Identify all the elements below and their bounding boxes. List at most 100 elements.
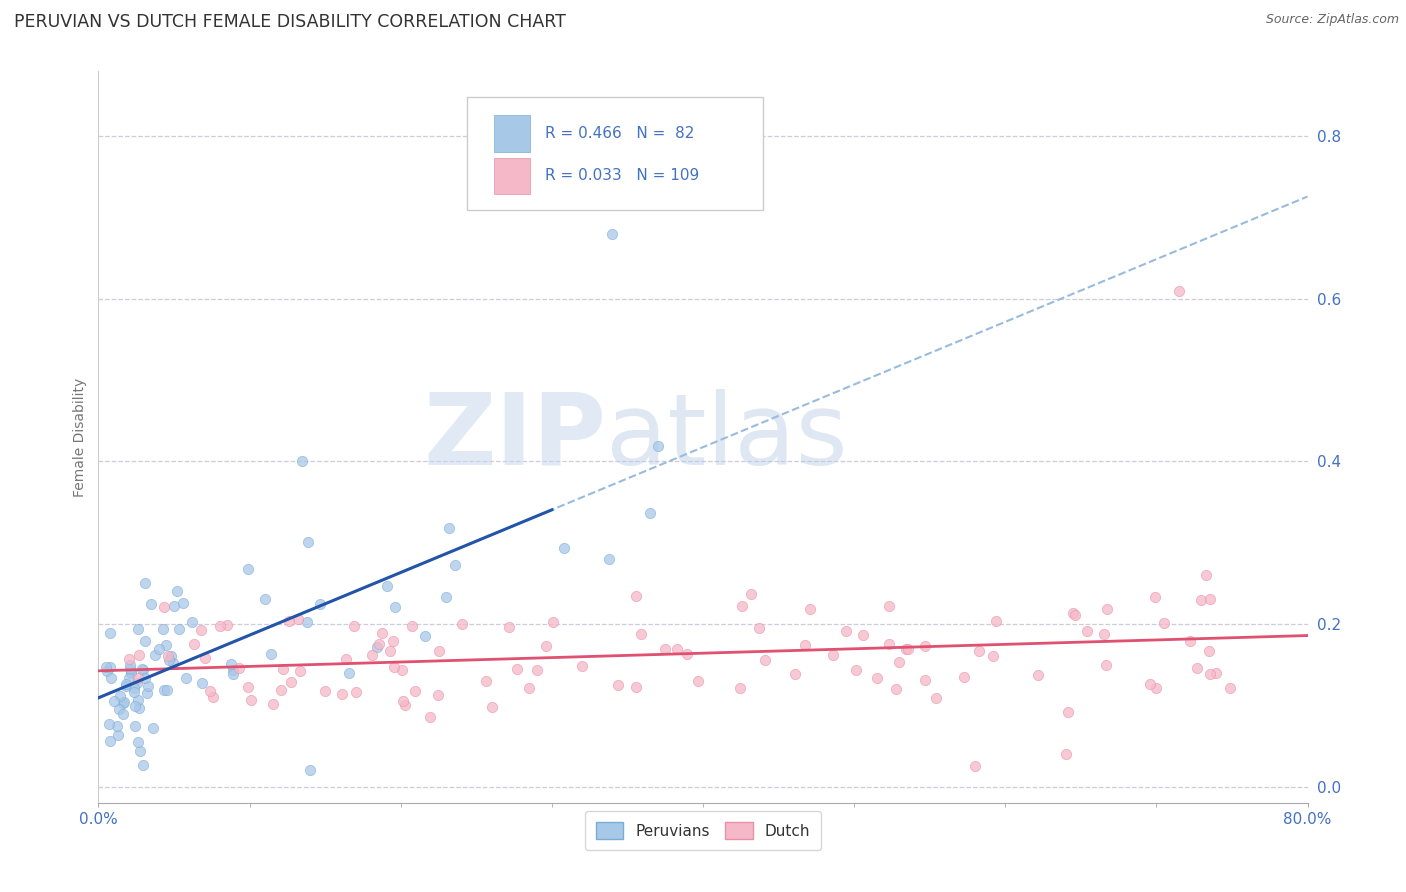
- Point: [253, 592, 276, 607]
- Point: [866, 671, 889, 685]
- Point: [128, 648, 150, 662]
- Point: [118, 671, 141, 685]
- Point: [1062, 606, 1084, 620]
- Point: [1199, 667, 1222, 681]
- Point: [541, 615, 564, 629]
- Text: ZIP: ZIP: [423, 389, 606, 485]
- Point: [124, 698, 146, 713]
- Point: [361, 648, 384, 662]
- Point: [125, 676, 148, 690]
- Point: [120, 662, 142, 676]
- Y-axis label: Female Disability: Female Disability: [73, 377, 87, 497]
- Legend: Peruvians, Dutch: Peruvians, Dutch: [585, 811, 821, 850]
- Point: [624, 680, 647, 694]
- Point: [124, 685, 146, 699]
- Point: [198, 684, 221, 698]
- Point: [270, 683, 292, 698]
- Point: [419, 710, 441, 724]
- Point: [120, 665, 142, 679]
- Point: [675, 648, 697, 662]
- Point: [1205, 665, 1227, 680]
- Point: [1189, 592, 1212, 607]
- Point: [382, 634, 405, 648]
- Point: [118, 652, 141, 666]
- Point: [534, 639, 557, 653]
- Point: [174, 671, 197, 685]
- Text: R = 0.466   N =  82: R = 0.466 N = 82: [544, 126, 695, 141]
- Point: [239, 693, 262, 707]
- Point: [731, 599, 754, 614]
- Point: [111, 696, 134, 710]
- Point: [108, 689, 131, 703]
- Point: [129, 744, 152, 758]
- Point: [748, 621, 770, 635]
- Point: [191, 676, 214, 690]
- Point: [181, 615, 204, 630]
- Point: [1139, 677, 1161, 691]
- Point: [1153, 616, 1175, 631]
- Point: [337, 665, 360, 680]
- Point: [105, 719, 128, 733]
- Point: [368, 637, 391, 651]
- Point: [375, 579, 398, 593]
- Point: [394, 698, 416, 713]
- Point: [889, 655, 911, 669]
- Point: [103, 694, 125, 708]
- Point: [1094, 626, 1116, 640]
- Point: [127, 622, 149, 636]
- Point: [98, 734, 121, 748]
- Point: [172, 596, 194, 610]
- Point: [190, 623, 212, 637]
- FancyBboxPatch shape: [467, 97, 763, 211]
- Point: [606, 678, 628, 692]
- Point: [413, 629, 436, 643]
- Point: [139, 598, 162, 612]
- Point: [1187, 661, 1209, 675]
- Point: [506, 663, 529, 677]
- Text: atlas: atlas: [606, 389, 848, 485]
- Point: [481, 700, 503, 714]
- Point: [439, 521, 461, 535]
- Point: [271, 662, 294, 676]
- Point: [112, 695, 135, 709]
- Point: [965, 759, 987, 773]
- Point: [624, 589, 647, 603]
- Point: [925, 691, 948, 706]
- Point: [97, 716, 120, 731]
- Point: [259, 647, 281, 661]
- Point: [444, 558, 467, 573]
- Point: [630, 626, 652, 640]
- Point: [183, 637, 205, 651]
- Point: [602, 227, 624, 241]
- Point: [330, 687, 353, 701]
- Point: [688, 673, 710, 688]
- Point: [498, 620, 520, 634]
- Point: [475, 673, 498, 688]
- Point: [157, 653, 180, 667]
- Point: [1168, 284, 1191, 298]
- Point: [1063, 607, 1085, 622]
- Point: [131, 662, 153, 676]
- Point: [335, 651, 357, 665]
- Point: [1198, 592, 1220, 607]
- Point: [666, 642, 689, 657]
- Point: [647, 439, 669, 453]
- Point: [217, 618, 239, 632]
- Point: [115, 679, 138, 693]
- Point: [728, 681, 751, 695]
- Point: [100, 671, 122, 685]
- Point: [98, 626, 121, 640]
- Point: [98, 660, 121, 674]
- Point: [1195, 567, 1218, 582]
- Point: [384, 599, 406, 614]
- Point: [1144, 590, 1167, 604]
- Point: [896, 642, 918, 657]
- Point: [308, 597, 330, 611]
- Point: [169, 623, 191, 637]
- Point: [571, 659, 593, 673]
- Point: [553, 541, 575, 556]
- Point: [835, 624, 858, 638]
- Point: [148, 642, 170, 657]
- Text: PERUVIAN VS DUTCH FEMALE DISABILITY CORRELATION CHART: PERUVIAN VS DUTCH FEMALE DISABILITY CORR…: [14, 13, 567, 31]
- Point: [112, 707, 135, 722]
